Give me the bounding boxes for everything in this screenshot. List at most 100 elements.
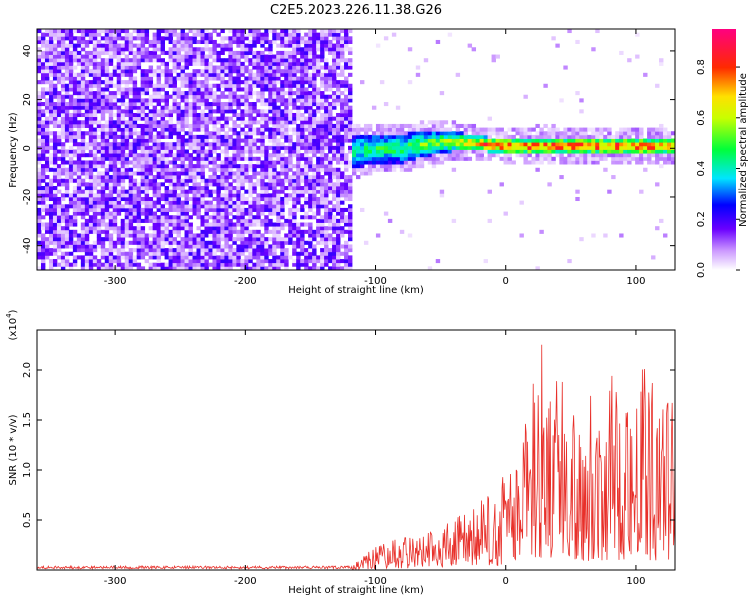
spectrogram-cell: [284, 36, 289, 41]
spectrogram-cell: [491, 145, 496, 150]
spectrogram-cell: [252, 76, 257, 81]
spectrogram-cell: [188, 145, 193, 150]
spectrogram-cell: [136, 160, 142, 165]
spectrogram-cell: [48, 153, 54, 158]
spectrogram-cell: [348, 87, 353, 92]
spectrogram-cell: [435, 145, 441, 150]
spectrogram-cell: [184, 164, 189, 169]
spectrogram-cell: [64, 178, 70, 183]
spectrogram-cell: [391, 32, 397, 37]
spectrogram-cell: [120, 127, 126, 132]
spectrogram-cell: [308, 215, 313, 220]
spectrogram-cell: [48, 167, 54, 172]
spectrogram-cell: [324, 102, 329, 107]
spectrogram-cell: [180, 134, 185, 139]
spectrogram-cell: [160, 120, 165, 125]
spectrogram-cell: [212, 218, 217, 223]
spectrogram-cell: [172, 69, 177, 74]
spectrogram-cell: [52, 36, 58, 41]
spectrogram-cell: [220, 233, 225, 238]
spectrogram-cell: [252, 72, 257, 77]
spectrogram-cell: [415, 145, 421, 150]
spectrogram-cell: [52, 94, 58, 99]
spectrogram-cell: [391, 138, 397, 143]
spectrogram-cell: [60, 226, 66, 231]
spectrogram-cell: [324, 193, 329, 198]
spectrogram-cell: [224, 149, 229, 154]
spectrogram-cell: [284, 127, 289, 132]
spectrogram-cell: [92, 29, 98, 34]
spectrogram-cell: [387, 156, 393, 161]
spectrogram-cell: [196, 193, 201, 198]
spectrogram-cell: [100, 134, 106, 139]
spectrogram-cell: [204, 80, 209, 85]
spectrogram-cell: [172, 87, 177, 92]
spectrogram-cell: [160, 164, 165, 169]
spectrogram-cell: [184, 105, 189, 110]
spectrogram-cell: [104, 266, 110, 271]
spectrogram-cell: [196, 112, 201, 118]
spectrogram-cell: [236, 251, 241, 256]
spectrogram-cell: [399, 142, 405, 147]
spectrogram-cell: [96, 142, 102, 147]
spectrogram-cell: [256, 149, 261, 154]
spectrogram-cell: [132, 61, 138, 66]
spectrogram-cell: [192, 156, 197, 161]
spectrogram-cell: [555, 142, 560, 147]
spectrogram-cell: [120, 204, 126, 209]
spectrogram-cell: [204, 94, 209, 99]
spectrogram-cell: [531, 142, 536, 147]
spectrogram-cell: [260, 218, 265, 223]
spectrogram-cell: [84, 105, 90, 110]
spectrogram-cell: [120, 142, 126, 147]
spectrogram-cell: [300, 61, 305, 66]
spectrogram-cell: [232, 50, 237, 55]
spectrogram-cell: [208, 255, 213, 260]
spectrogram-cell: [320, 196, 325, 202]
spectrogram-cell: [52, 248, 58, 253]
spectrogram-cell: [40, 123, 46, 128]
spectrogram-cell: [324, 69, 329, 74]
spectrogram-cell: [367, 160, 373, 165]
spectrogram-cell: [136, 29, 142, 34]
spectrogram-cell: [108, 182, 114, 187]
spectrogram-cell: [336, 145, 341, 150]
spectrogram-cell: [168, 240, 173, 245]
spectrogram-cell: [260, 255, 265, 260]
spectrogram-cell: [152, 127, 158, 132]
spectrogram-cell: [152, 109, 158, 114]
spectrogram-cell: [180, 215, 185, 220]
spectrogram-cell: [423, 58, 429, 63]
spectrogram-cell: [148, 127, 154, 132]
spectrogram-cell: [268, 251, 273, 256]
spectrogram-cell: [52, 72, 58, 77]
spectrogram-cell: [56, 50, 62, 55]
spectrogram-cell: [188, 61, 193, 66]
spectrogram-cell: [316, 105, 321, 110]
spectrogram-cell: [555, 131, 560, 136]
spectrogram-cell: [232, 160, 237, 165]
spectrogram-cell: [312, 43, 317, 48]
spectrogram-cell: [44, 131, 50, 136]
spectrogram-cell: [56, 167, 62, 172]
spectrogram-cell: [296, 123, 301, 128]
spectrogram-cell: [276, 127, 281, 132]
spectrogram-cell: [136, 196, 142, 202]
spectrogram-cell: [224, 109, 229, 114]
spectrogram-cell: [168, 200, 173, 205]
spectrogram-cell: [248, 248, 253, 253]
spectrogram-cell: [316, 58, 321, 63]
spectrogram-cell: [324, 116, 329, 121]
spectrogram-cell: [479, 131, 484, 136]
spectrogram-cell: [60, 229, 66, 234]
spectrogram-cell: [208, 222, 213, 227]
spectrogram-cell: [308, 259, 313, 264]
spectrogram-cell: [252, 240, 257, 245]
spectrogram-cell: [116, 160, 122, 165]
spectrogram-cell: [92, 61, 98, 66]
spectrogram-cell: [37, 196, 42, 202]
spectrogram-cell: [356, 142, 361, 147]
spectrogram-cell: [40, 262, 46, 267]
spectrogram-cell: [252, 237, 257, 242]
spectrogram-cell: [144, 87, 150, 92]
